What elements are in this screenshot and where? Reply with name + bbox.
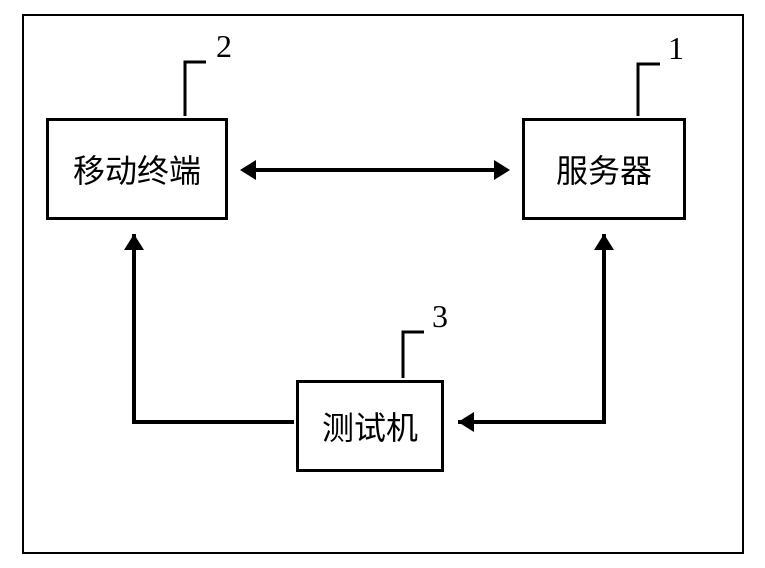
node-label: 移动终端 [73,146,201,192]
node-test-machine: 测试机 [296,380,444,472]
ref-label-3: 3 [432,298,448,335]
node-label: 测试机 [322,403,418,449]
diagram-frame [22,14,744,554]
node-server: 服务器 [522,118,686,220]
node-label: 服务器 [556,146,652,192]
ref-label-2: 2 [216,28,232,65]
node-mobile-terminal: 移动终端 [46,118,228,220]
ref-label-1: 1 [668,30,684,67]
